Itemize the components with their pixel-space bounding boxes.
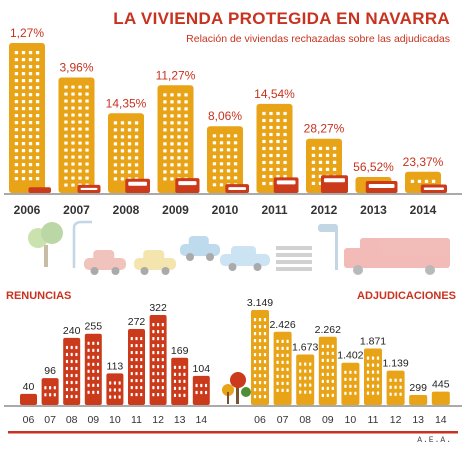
renuncias-label: RENUNCIAS — [6, 290, 72, 302]
renuncias-year-13: 13 — [174, 414, 186, 426]
page-title: LA VIVIENDA PROTEGIDA EN NAVARRA — [113, 9, 450, 28]
value-label-2012: 28,27% — [304, 122, 345, 136]
renuncias-year-10: 10 — [109, 414, 121, 426]
street-scene — [28, 220, 450, 275]
adjudicaciones-year-06: 06 — [254, 414, 266, 426]
adjudicaciones-year-09: 09 — [322, 414, 334, 426]
building-rechazadas-2012 — [320, 175, 348, 193]
adjudicaciones-year-10: 10 — [345, 414, 357, 426]
taxi-icon — [134, 250, 176, 275]
renuncias-value-13: 169 — [171, 345, 189, 357]
year-label-2009: 2009 — [162, 203, 189, 217]
building-adjudicadas-2007 — [58, 77, 95, 193]
adjudicaciones-value-08: 1.673 — [292, 342, 318, 354]
renuncias-year-07: 07 — [44, 414, 56, 426]
adjudicaciones-bar-11 — [364, 348, 382, 405]
page-subtitle: Relación de viviendas rechazadas sobre l… — [186, 33, 450, 45]
renuncias-year-11: 11 — [131, 414, 142, 426]
value-label-2010: 8,06% — [208, 109, 242, 123]
adjudicaciones-value-07: 2.426 — [269, 319, 295, 331]
credit-text: A.E.A. — [417, 436, 452, 445]
renuncias-year-06: 06 — [23, 414, 35, 426]
building-adjudicadas-2010 — [207, 126, 243, 193]
truck-icon — [344, 238, 450, 275]
renuncias-value-12: 322 — [149, 302, 167, 314]
adjudicaciones-value-10: 1.402 — [337, 350, 363, 362]
building-adjudicadas-2009 — [157, 85, 194, 193]
value-label-2011: 14,54% — [254, 87, 295, 101]
adjudicaciones-year-11: 11 — [368, 414, 379, 426]
adjudicaciones-value-12: 1.139 — [382, 358, 408, 370]
adjudicaciones-value-14: 445 — [432, 379, 450, 391]
adjudicaciones-year-14: 14 — [435, 414, 447, 426]
building-rechazadas-2008 — [125, 178, 150, 193]
adjudicaciones-year-13: 13 — [412, 414, 424, 426]
renuncias-value-10: 113 — [107, 360, 124, 372]
value-label-2007: 3,96% — [59, 60, 93, 74]
adjudicaciones-year-07: 07 — [277, 414, 289, 426]
year-label-2014: 2014 — [410, 203, 437, 217]
building-rechazadas-2009 — [175, 178, 200, 193]
car-icon — [180, 236, 220, 261]
renuncias-bar-07 — [41, 378, 59, 405]
renuncias-year-09: 09 — [87, 414, 99, 426]
year-label-2012: 2012 — [311, 203, 338, 217]
year-label-2013: 2013 — [360, 203, 387, 217]
footer-rule — [8, 431, 458, 434]
adjudicaciones-bar-08 — [296, 354, 315, 405]
building-rechazadas-2011 — [273, 177, 299, 193]
renuncias-bar-14 — [192, 375, 210, 405]
tree-icon — [28, 222, 63, 267]
year-label-2011: 2011 — [261, 203, 287, 217]
renuncias-value-08: 240 — [63, 325, 81, 337]
renuncias-value-09: 255 — [85, 321, 103, 333]
value-label-2006: 1,27% — [10, 26, 44, 40]
building-rechazadas-2006 — [28, 187, 51, 193]
renuncias-value-11: 272 — [128, 316, 146, 328]
building-adjudicadas-2006 — [9, 43, 45, 193]
car-icon — [84, 250, 126, 275]
renuncias-bar-06 — [20, 393, 37, 405]
year-label-2006: 2006 — [14, 203, 41, 217]
adjudicaciones-bar-14 — [431, 391, 450, 405]
renuncias-year-12: 12 — [152, 414, 164, 426]
adjudicaciones-bar-13 — [409, 395, 428, 405]
streetlamp-icon — [72, 220, 92, 268]
adjudicaciones-year-08: 08 — [299, 414, 311, 426]
adjudicaciones-value-13: 299 — [409, 382, 427, 394]
adjudicaciones-value-09: 2.262 — [315, 324, 341, 336]
renuncias-value-14: 104 — [193, 363, 211, 375]
renuncias-value-07: 96 — [44, 365, 56, 377]
adjudicaciones-bar-10 — [341, 362, 360, 405]
value-label-2009: 11,27% — [156, 68, 196, 82]
renuncias-year-14: 14 — [195, 414, 207, 426]
crosswalk-icon — [276, 246, 312, 271]
adjudicaciones-value-11: 1.871 — [360, 336, 386, 348]
year-label-2010: 2010 — [212, 203, 239, 217]
renuncias-year-08: 08 — [66, 414, 78, 426]
traffic-light-icon — [318, 224, 338, 270]
year-label-2008: 2008 — [113, 203, 140, 217]
value-label-2013: 56,52% — [353, 160, 394, 174]
car-icon — [220, 246, 270, 271]
adjudicaciones-value-06: 3.149 — [247, 297, 273, 309]
adjudicaciones-label: ADJUDICACIONES — [357, 290, 457, 302]
value-label-2014: 23,37% — [403, 155, 444, 169]
renuncias-value-06: 40 — [23, 381, 35, 393]
year-label-2007: 2007 — [63, 203, 90, 217]
value-label-2008: 14,35% — [106, 96, 147, 110]
adjudicaciones-year-12: 12 — [390, 414, 402, 426]
tree-icon — [222, 372, 251, 404]
